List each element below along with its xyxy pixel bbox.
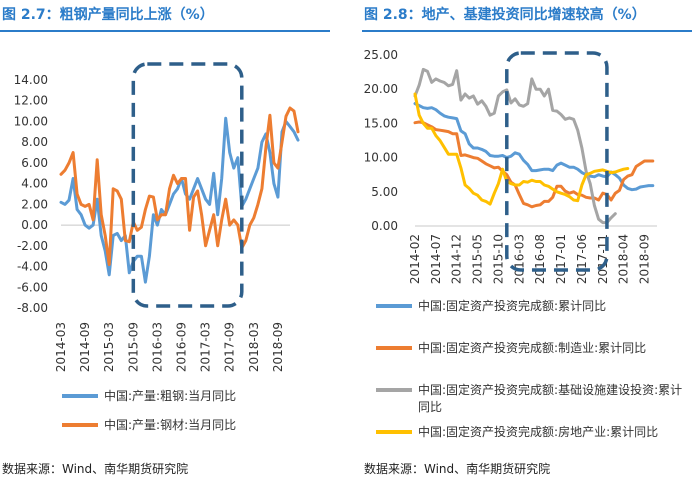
- y-tick-label: 10.00: [364, 151, 398, 165]
- x-tick-label: 2014-09: [78, 322, 92, 372]
- y-tick-label: 20.00: [364, 82, 398, 96]
- figure-title: 图 2.7：粗钢产量同比上涨（%）: [2, 7, 214, 23]
- series-line: [59, 106, 300, 266]
- y-tick-label: 10.00: [14, 114, 48, 128]
- x-tick-label: 2017-01: [554, 234, 568, 284]
- x-tick-label: 2015-03: [102, 322, 116, 372]
- highlight-box: [131, 62, 244, 308]
- legend-label: 中国:产量:钢材:当月同比: [104, 418, 237, 432]
- x-tick-label: 2014-02: [408, 234, 422, 284]
- legend-label: 中国:固定资产投资完成额:房地产业:累计同比: [418, 425, 659, 439]
- x-tick-label: 2018-04: [617, 234, 631, 284]
- x-tick-label: 2018-09: [271, 322, 285, 372]
- x-tick-label: 2014-12: [450, 234, 464, 284]
- series-line: [413, 92, 630, 206]
- x-tick-label: 2016-09: [175, 322, 189, 372]
- legend-label: 中国:固定资产投资完成额:制造业:累计同比: [418, 341, 647, 355]
- y-tick-label: 4.00: [21, 177, 48, 191]
- legend-item: 中国:固定资产投资完成额:房地产业:累计同比: [376, 424, 658, 441]
- y-tick-label: -4.00: [17, 260, 48, 274]
- legend-swatch: [62, 423, 98, 427]
- x-tick-label: 2017-09: [223, 322, 237, 372]
- y-tick-label: 15.00: [364, 116, 398, 130]
- legend-item: 中国:固定资产投资完成额:基础设施建设投资:累计 同比: [376, 382, 682, 416]
- x-tick-label: 2017-06: [575, 234, 589, 284]
- series-line: [413, 67, 617, 225]
- left-panel: 图 2.7：粗钢产量同比上涨（%） 14.00 12.00 10.00 8.00 6.0…: [0, 0, 340, 484]
- x-tick-label: 2018-03: [247, 322, 261, 372]
- figure-title: 图 2.8：地产、基建投资同比增速较高（%）: [364, 7, 646, 23]
- y-tick-label: 6.00: [21, 156, 48, 170]
- legend-item: 中国:产量:钢材:当月同比: [62, 417, 236, 434]
- x-tick-label: 2015-10: [491, 234, 505, 284]
- legend-item: 中国:固定资产投资完成额:制造业:累计同比: [376, 340, 646, 357]
- highlight-box: [505, 51, 609, 272]
- legend-swatch: [376, 304, 412, 308]
- x-tick-label: 2014-07: [429, 234, 443, 284]
- x-tick-label: 2016-03: [512, 234, 526, 284]
- y-tick-label: 0.00: [371, 219, 398, 233]
- legend-swatch: [376, 346, 412, 350]
- y-tick-label: 8.00: [21, 135, 48, 149]
- y-tick-label: 0.00: [21, 218, 48, 232]
- legend-label: 中国:产量:粗钢:当月同比: [104, 389, 237, 403]
- title-rule: [0, 30, 330, 32]
- legend-swatch: [62, 394, 98, 398]
- legend-label-line: 同比: [418, 400, 443, 414]
- series-line: [413, 120, 655, 209]
- right-panel: 图 2.8：地产、基建投资同比增速较高（%） 25.00 20.00 15.00 10…: [362, 0, 700, 484]
- x-tick-label: 2016-03: [150, 322, 164, 372]
- y-tick-label: 25.00: [364, 48, 398, 62]
- title-rule: [362, 30, 692, 32]
- x-tick-label: 2017-03: [199, 322, 213, 372]
- y-tick-label: 5.00: [371, 185, 398, 199]
- y-tick-label: -8.00: [17, 301, 48, 315]
- y-tick-label: -2.00: [17, 239, 48, 253]
- legend-label-line: 中国:固定资产投资完成额:基础设施建设投资:累计: [418, 383, 683, 397]
- y-tick-label: 14.00: [14, 73, 48, 87]
- line-chart-investment: 25.00 20.00 15.00 10.00 5.00 0.00 2014-02 2014-…: [364, 48, 657, 284]
- series-line: [59, 116, 300, 284]
- legend-item: 中国:产量:粗钢:当月同比: [62, 388, 236, 405]
- x-tick-label: 2015-09: [126, 322, 140, 372]
- y-tick-label: 2.00: [21, 197, 48, 211]
- data-source: 数据来源：Wind、南华期货研究院: [2, 462, 189, 476]
- data-source: 数据来源：Wind、南华期货研究院: [364, 462, 551, 476]
- legend-swatch: [376, 388, 412, 392]
- x-tick-label: 2016-08: [533, 234, 547, 284]
- x-tick-label: 2014-03: [54, 322, 68, 372]
- x-tick-label: 2018-09: [637, 234, 651, 284]
- legend-label: 中国:固定资产投资完成额:基础设施建设投资:累计 同比: [418, 382, 682, 416]
- line-chart-steel: 14.00 12.00 10.00 8.00 6.00 4.00 2.00 0.00 -2.00…: [14, 62, 300, 372]
- legend-item: 中国:固定资产投资完成额:累计同比: [376, 298, 606, 315]
- y-tick-label: -6.00: [17, 280, 48, 294]
- y-tick-label: 12.00: [14, 94, 48, 108]
- legend-label: 中国:固定资产投资完成额:累计同比: [418, 299, 607, 313]
- x-tick-label: 2015-05: [471, 234, 485, 284]
- series-line: [413, 102, 655, 192]
- legend-swatch: [376, 430, 412, 434]
